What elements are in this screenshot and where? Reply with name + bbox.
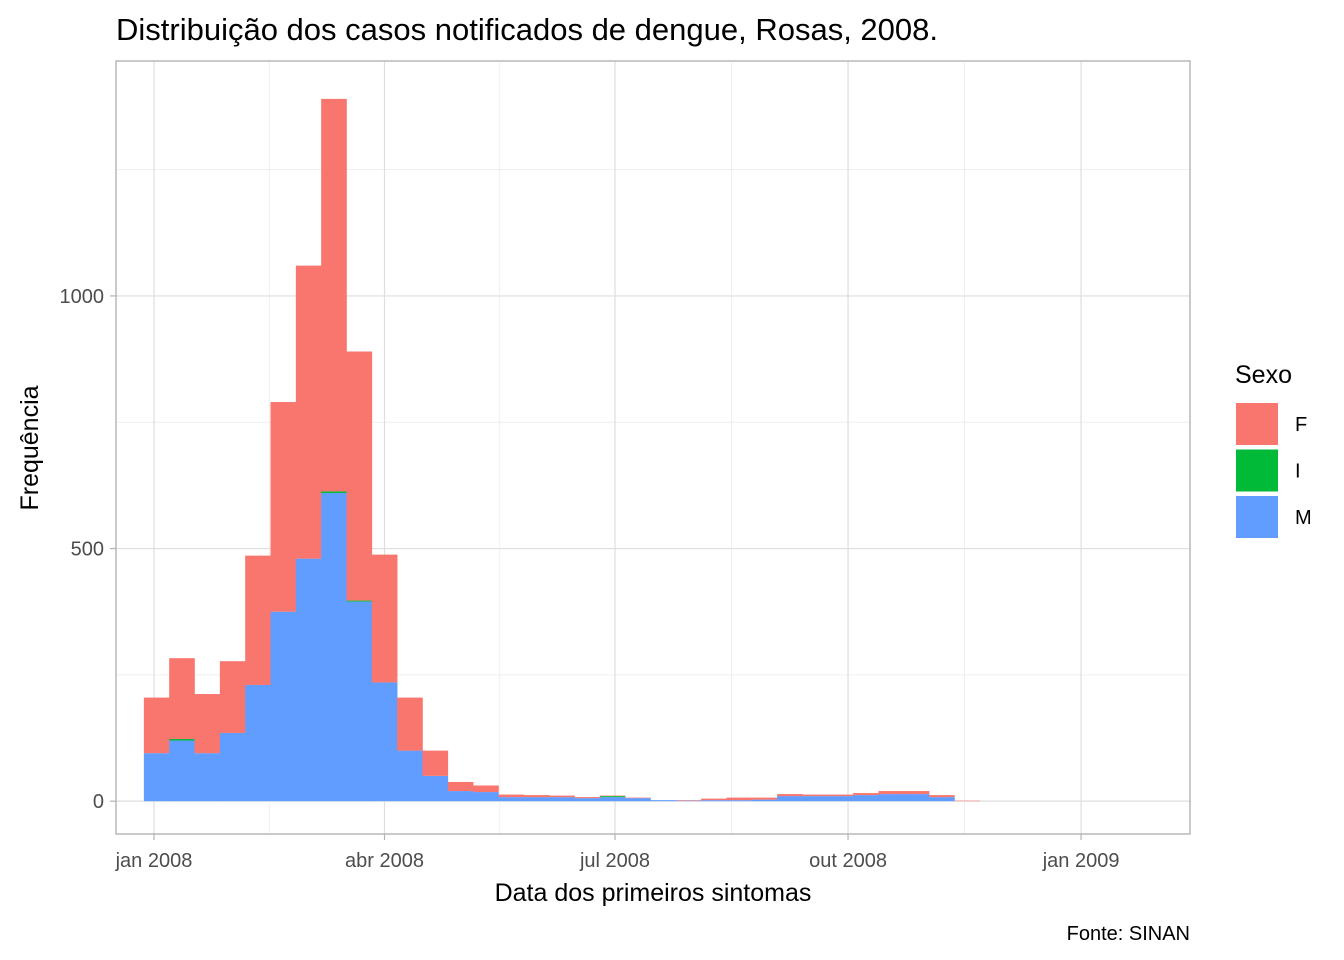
legend: Sexo F I M [1235,361,1312,538]
bar-F-2008-02-06 [245,555,271,685]
bar-M-2008-09-13 [802,796,829,802]
bar-F-2008-11-02 [929,795,955,798]
x-axis: jan 2008 abr 2008 jul 2008 out 2008 jan 2009 [115,834,1120,872]
bar-F-2008-06-25 [599,795,626,797]
bar-F-2008-05-06 [473,785,499,793]
bar-M-2008-05-16 [498,797,525,802]
y-tick-label: 500 [71,539,104,561]
legend-title: Sexo [1235,361,1292,389]
bar-M-2008-01-17 [194,753,221,802]
bar-I-2008-03-17 [346,600,373,602]
panel-border [115,60,1191,835]
y-axis-title: Frequência [16,385,44,510]
legend-key-I [1236,449,1278,492]
bar-F-2008-09-03 [777,794,803,797]
bar-F-2008-11-12 [954,800,981,802]
bar-F-2008-01-27 [219,661,246,733]
bar-M-2008-07-15 [650,800,677,802]
bar-F-2008-03-07 [321,98,347,492]
y-tick-label: 0 [93,791,104,813]
legend-label-F: F [1295,414,1307,436]
bar-F-2008-09-13 [802,794,829,797]
bar-F-2008-08-04 [701,798,727,801]
bar-M-2008-10-23 [903,794,930,802]
bar-M-2007-12-28 [143,753,170,802]
bar-F-2007-12-28 [143,697,170,754]
bar-I-2008-01-07 [169,739,195,741]
bar-M-2008-10-03 [853,795,879,802]
bar-F-2008-03-17 [346,351,373,601]
bar-M-2008-08-14 [726,800,753,802]
caption: Fonte: SINAN [1067,923,1190,945]
bar-M-2008-11-02 [929,797,955,802]
legend-key-M [1236,496,1278,538]
bar-F-2008-04-16 [422,750,449,776]
bar-I-2008-06-25 [599,796,626,798]
bar-F-2008-05-16 [498,794,525,798]
bar-F-2008-07-05 [625,797,651,799]
bar-F-2008-07-25 [675,800,702,801]
bar-F-2008-02-16 [270,402,297,612]
bar-F-2008-08-24 [751,797,778,800]
bar-M-2008-06-05 [549,797,575,802]
bar-M-2008-05-26 [523,797,550,802]
grid [116,61,1190,834]
bar-F-2008-10-03 [853,793,879,796]
bar-M-2008-04-16 [422,775,449,802]
bar-F-2008-01-07 [169,658,195,740]
bar-F-2008-06-15 [574,797,601,799]
bar-F-2008-09-23 [827,794,854,797]
x-tick-label: jan 2009 [1042,850,1120,872]
bars [143,98,981,802]
bar-M-2008-07-05 [625,798,651,802]
bar-M-2008-02-16 [270,611,297,802]
bar-F-2008-06-05 [549,795,575,798]
bar-F-2008-08-14 [726,797,753,801]
bar-M-2008-01-07 [169,740,195,802]
bar-I-2008-03-07 [321,491,347,493]
y-axis: 0 500 1000 [60,286,116,813]
bar-M-2008-03-07 [321,492,347,802]
bar-M-2008-02-06 [245,684,271,802]
bar-M-2008-08-04 [701,800,727,802]
bar-F-2008-03-27 [371,554,398,683]
bar-F-2008-10-13 [878,791,905,795]
bar-M-2008-02-26 [295,558,322,802]
bar-F-2008-04-26 [447,781,474,792]
bar-F-2008-10-23 [903,791,930,795]
bar-M-2008-04-26 [447,791,474,802]
bar-F-2008-05-26 [523,795,550,798]
x-tick-label: out 2008 [809,850,887,872]
bar-M-2008-05-06 [473,792,499,802]
bar-M-2008-01-27 [219,732,246,802]
bar-M-2008-06-15 [574,798,601,802]
bar-F-2008-02-26 [295,265,322,559]
bar-M-2008-04-06 [397,750,423,802]
bar-F-2008-01-17 [194,694,221,754]
y-tick-label: 1000 [60,286,105,308]
bar-M-2008-03-27 [371,682,398,802]
bar-M-2008-06-25 [599,797,626,802]
legend-label-M: M [1295,507,1312,529]
x-tick-label: jan 2008 [115,850,193,872]
bar-M-2008-09-23 [827,796,854,802]
bar-M-2008-07-25 [675,800,702,802]
x-axis-title: Data dos primeiros sintomas [495,879,812,907]
legend-label-I: I [1295,461,1301,483]
bar-M-2008-08-24 [751,799,778,802]
bar-F-2008-04-06 [397,697,423,751]
x-tick-label: abr 2008 [345,850,424,872]
chart-title: Distribuição dos casos notificados de de… [116,12,938,47]
x-tick-label: jul 2008 [579,850,650,872]
bar-M-2008-10-13 [878,794,905,802]
bar-M-2008-09-03 [777,796,803,802]
legend-key-F [1236,403,1278,445]
bar-M-2008-03-17 [346,601,373,802]
